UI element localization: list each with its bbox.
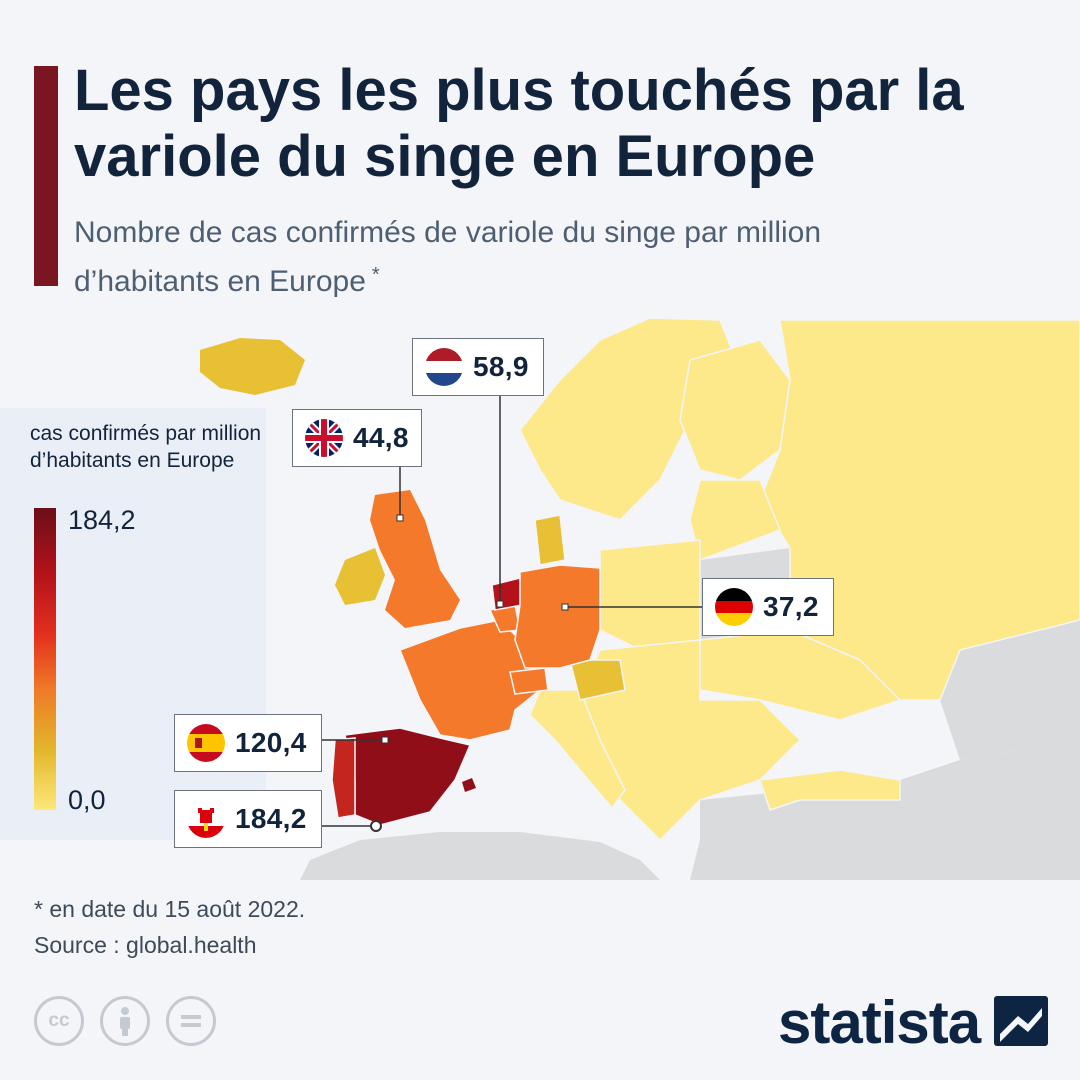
uk-flag-icon bbox=[305, 419, 343, 457]
spain-flag-icon bbox=[187, 724, 225, 762]
statista-logo-mark bbox=[994, 996, 1048, 1046]
map-region-portugal bbox=[331, 737, 356, 819]
map-region-netherlands bbox=[491, 577, 523, 611]
callout-value: 44,8 bbox=[353, 422, 409, 453]
map-region-germany bbox=[514, 564, 601, 669]
map-region-baltics bbox=[689, 479, 781, 561]
source-text: Source : global.health bbox=[34, 932, 257, 958]
map-region-spain bbox=[344, 727, 472, 826]
callout-gibraltar: 184,2 bbox=[174, 790, 322, 848]
cc-icon[interactable]: cc bbox=[34, 996, 84, 1046]
map-region-balearics bbox=[462, 778, 476, 792]
legend-title: cas confirmés par million d’habitants en… bbox=[30, 422, 262, 472]
map-region-uk bbox=[370, 490, 460, 628]
callout-uk: 44,8 bbox=[292, 409, 422, 467]
germany-flag-icon bbox=[715, 588, 753, 626]
statista-logo[interactable]: statista bbox=[778, 989, 981, 1056]
europe-map bbox=[200, 317, 1080, 880]
map-region-finland bbox=[679, 339, 791, 481]
callout-netherlands: 58,9 bbox=[412, 338, 544, 396]
map-region-iceland bbox=[200, 338, 305, 395]
title-accent-bar bbox=[34, 66, 58, 286]
map-region-caucasus bbox=[940, 620, 1080, 760]
callout-germany: 37,2 bbox=[702, 578, 834, 636]
map-region-turkey bbox=[758, 769, 901, 811]
attribution-icon[interactable] bbox=[100, 996, 150, 1046]
gibraltar-flag-icon bbox=[187, 800, 225, 838]
map-region-ireland bbox=[335, 548, 385, 605]
callout-value: 184,2 bbox=[235, 803, 307, 834]
callout-spain: 120,4 bbox=[174, 714, 322, 772]
callout-value: 120,4 bbox=[235, 727, 307, 758]
map-region-middle-east bbox=[690, 740, 1080, 880]
map-region-north-africa bbox=[300, 832, 660, 880]
netherlands-flag-icon bbox=[425, 348, 463, 386]
callout-value: 37,2 bbox=[763, 591, 819, 622]
page-subtitle: Nombre de cas confirmés de variole du si… bbox=[74, 216, 822, 298]
no-derivatives-icon[interactable] bbox=[166, 996, 216, 1046]
callout-value: 58,9 bbox=[473, 351, 529, 382]
map-region-poland bbox=[599, 539, 701, 651]
footnote: * en date du 15 août 2022. bbox=[34, 896, 306, 922]
map-region-denmark bbox=[534, 514, 566, 566]
map-region-italy bbox=[529, 689, 626, 810]
map-region-france bbox=[399, 619, 541, 741]
map-region-austria bbox=[569, 659, 626, 701]
map-region-switzerland bbox=[509, 667, 549, 695]
page-title: Les pays les plus touchés par la variole… bbox=[74, 58, 964, 189]
legend-color-scale bbox=[34, 508, 56, 810]
legend-min-label: 0,0 bbox=[68, 785, 106, 815]
legend-max-label: 184,2 bbox=[68, 505, 136, 535]
